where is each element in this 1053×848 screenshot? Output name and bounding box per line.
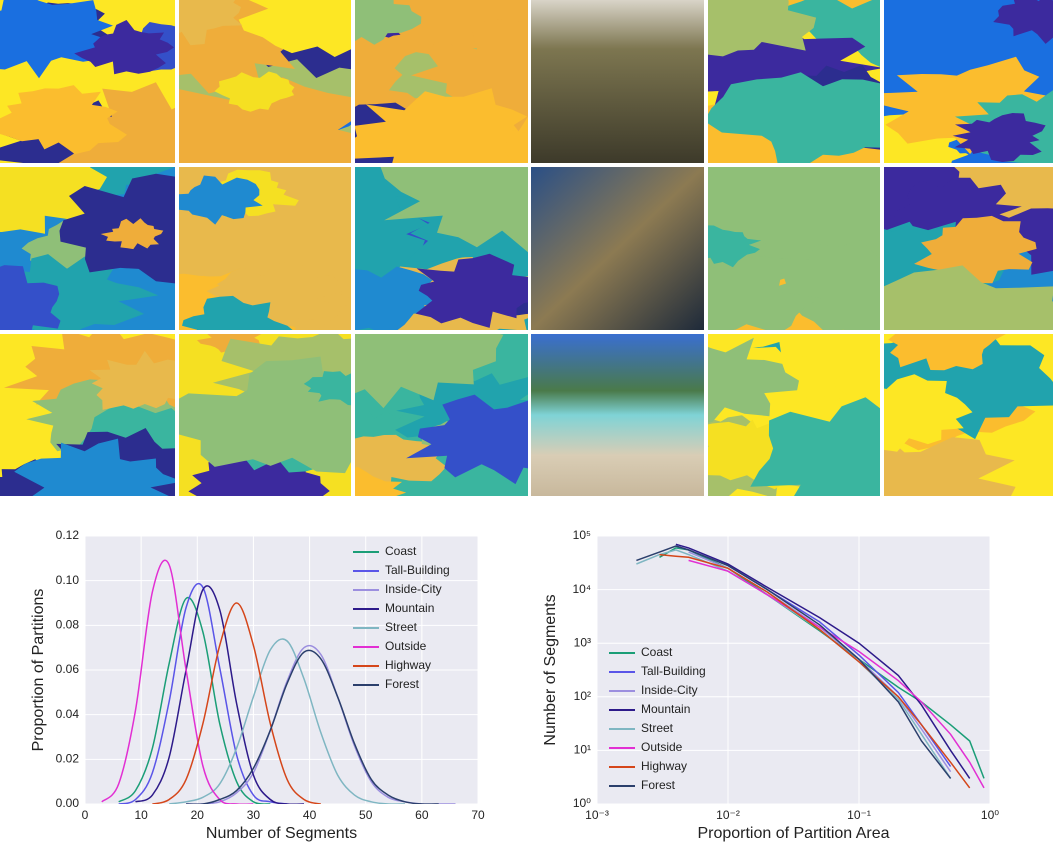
- legend-label: Mountain: [641, 702, 690, 716]
- x-tick-label: 40: [303, 808, 317, 822]
- segment: [914, 215, 1037, 284]
- photo: [531, 0, 704, 163]
- legend-label: Highway: [641, 759, 687, 773]
- legend-label: Highway: [385, 658, 431, 672]
- segment: [355, 88, 528, 163]
- y-tick-label: 10⁵: [573, 528, 591, 542]
- segment: [884, 265, 1053, 330]
- series-line: [101, 559, 254, 804]
- segment: [355, 334, 504, 409]
- segment: [888, 334, 1006, 371]
- segment: [411, 19, 528, 132]
- segment: [179, 175, 263, 225]
- legend-label: Forest: [641, 778, 676, 792]
- segment: [884, 374, 973, 452]
- legend-label: Tall-Building: [385, 563, 450, 577]
- segment: [0, 265, 61, 330]
- segment: [303, 371, 351, 406]
- segment: [355, 266, 449, 330]
- series-line: [152, 602, 321, 804]
- segment: [708, 337, 799, 423]
- segment: [355, 0, 422, 45]
- segment: [0, 85, 127, 155]
- legend-label: Outside: [385, 639, 427, 653]
- x-tick-label: 20: [191, 808, 205, 822]
- segment: [14, 438, 175, 496]
- series-line: [118, 582, 288, 804]
- segment: [214, 71, 295, 112]
- segment: [406, 394, 528, 485]
- segment: [750, 397, 880, 496]
- series-line: [169, 638, 405, 804]
- photo: [531, 334, 704, 496]
- segment: [884, 434, 1016, 496]
- y-tick-label: 10¹: [574, 743, 591, 757]
- y-axis-title: Proportion of Partitions: [30, 589, 47, 752]
- legend-label: Outside: [641, 740, 683, 754]
- y-tick-label: 0.00: [56, 796, 80, 810]
- x-axis-title: Proportion of Partition Area: [697, 825, 889, 842]
- segment: [415, 253, 528, 328]
- x-tick-label: 30: [247, 808, 261, 822]
- series-line: [659, 553, 971, 789]
- x-tick-label: 10⁻¹: [847, 808, 871, 822]
- series-line: [675, 543, 971, 779]
- x-tick-label: 60: [415, 808, 429, 822]
- segment: [759, 240, 880, 330]
- segment: [182, 295, 293, 330]
- y-tick-label: 0.12: [56, 528, 80, 542]
- y-tick-label: 0.06: [56, 662, 80, 676]
- x-tick-label: 50: [359, 808, 373, 822]
- y-tick-label: 10⁴: [572, 582, 591, 596]
- legend-label: Tall-Building: [641, 664, 706, 678]
- segment: [380, 167, 528, 253]
- y-tick-label: 0.04: [56, 707, 80, 721]
- y-tick-label: 0.02: [56, 752, 80, 766]
- legend-label: Inside-City: [385, 582, 442, 596]
- segment: [708, 72, 880, 163]
- series-line: [118, 596, 271, 804]
- x-axis-title: Number of Segments: [206, 825, 357, 842]
- x-tick-label: 10⁰: [981, 808, 999, 822]
- image-grid: [0, 0, 1053, 496]
- segment: [89, 350, 175, 410]
- series-line: [186, 649, 439, 804]
- legend-label: Coast: [641, 645, 673, 659]
- segment: [708, 256, 822, 330]
- segment: [708, 0, 817, 57]
- x-tick-label: 10⁻³: [585, 808, 609, 822]
- segment: [952, 113, 1046, 162]
- segment: [179, 0, 243, 46]
- y-tick-label: 10³: [574, 635, 591, 649]
- legend-label: Inside-City: [641, 683, 698, 697]
- x-tick-label: 70: [471, 808, 485, 822]
- segment: [355, 466, 407, 496]
- photo: [531, 167, 704, 330]
- x-tick-label: 0: [82, 808, 89, 822]
- segment: [708, 225, 762, 268]
- y-tick-label: 10²: [574, 689, 591, 703]
- segment: [74, 20, 174, 75]
- series-line: [135, 585, 304, 804]
- series-line: [636, 545, 952, 779]
- legend-label: Coast: [385, 544, 417, 558]
- legend-label: Forest: [385, 677, 420, 691]
- x-tick-label: 10⁻²: [716, 808, 740, 822]
- segment: [100, 218, 164, 250]
- legend-label: Street: [385, 620, 418, 634]
- segment: [179, 77, 351, 163]
- y-axis-title: Number of Segments: [542, 594, 559, 745]
- legend-label: Mountain: [385, 601, 434, 615]
- series-line: [688, 559, 985, 789]
- segment: [993, 0, 1053, 44]
- legend-label: Street: [641, 721, 674, 735]
- x-tick-label: 10: [134, 808, 148, 822]
- segment: [238, 0, 351, 57]
- plot-background: [597, 536, 990, 804]
- y-tick-label: 0.08: [56, 618, 80, 632]
- y-tick-label: 0.10: [56, 573, 80, 587]
- y-tick-label: 10⁰: [573, 796, 591, 810]
